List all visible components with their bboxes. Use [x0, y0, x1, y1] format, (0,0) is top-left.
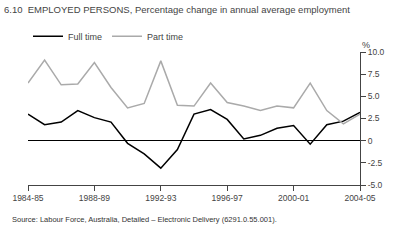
svg-text:-2.5: -2.5: [368, 158, 383, 168]
svg-text:7.5: 7.5: [368, 69, 380, 79]
svg-text:10.0: 10.0: [368, 47, 385, 57]
svg-text:-5.0: -5.0: [368, 180, 383, 190]
svg-text:1992-93: 1992-93: [145, 193, 176, 203]
svg-text:Part time: Part time: [147, 32, 183, 42]
svg-text:2000-01: 2000-01: [278, 193, 309, 203]
svg-text:2.5: 2.5: [368, 113, 380, 123]
svg-text:Full time: Full time: [68, 32, 102, 42]
svg-text:1984-85: 1984-85: [12, 193, 43, 203]
svg-text:0: 0: [368, 136, 373, 146]
svg-text:1988-89: 1988-89: [79, 193, 110, 203]
svg-text:%: %: [362, 40, 370, 50]
svg-text:2004-05: 2004-05: [344, 193, 375, 203]
svg-text:6.10 EMPLOYED PERSONS, Percen: 6.10 EMPLOYED PERSONS, Percentage change…: [4, 4, 350, 15]
svg-text:1996-97: 1996-97: [212, 193, 243, 203]
svg-text:5.0: 5.0: [368, 91, 380, 101]
svg-text:Source: Labour Force, Australi: Source: Labour Force, Australia, Detaile…: [12, 215, 277, 224]
